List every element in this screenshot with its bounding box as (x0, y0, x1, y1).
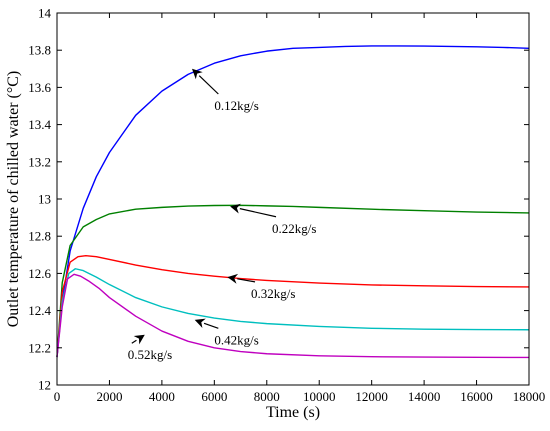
x-tick-label: 8000 (254, 389, 280, 404)
annotation-label: 0.32kg/s (251, 286, 295, 301)
x-tick-label: 14000 (408, 389, 441, 404)
x-tick-label: 2000 (96, 389, 122, 404)
x-tick-label: 12000 (355, 389, 388, 404)
annotation-label: 0.12kg/s (214, 98, 258, 113)
series-line-0-22kg-s (56, 204, 530, 358)
annotation-arrow-head (192, 68, 203, 80)
x-axis-title: Time (s) (266, 404, 320, 421)
y-tick-label: 13.6 (28, 80, 51, 95)
series-layer (56, 45, 530, 359)
y-tick-label: 12.8 (28, 229, 51, 244)
y-tick-label: 13.2 (28, 154, 51, 169)
x-tick-label: 10000 (303, 389, 336, 404)
y-tick-label: 12.6 (28, 266, 51, 281)
annotation-arrow-shaft (131, 339, 137, 344)
y-tick-label: 12.4 (28, 303, 51, 318)
series-line-0-52kg-s (56, 273, 530, 359)
x-tick-label: 6000 (201, 389, 227, 404)
annotation-arrow-shaft (239, 208, 277, 218)
x-tick-label: 0 (54, 389, 61, 404)
y-tick-label: 14 (38, 6, 52, 21)
annotation-label: 0.42kg/s (214, 332, 258, 347)
annotation-arrow-shaft (203, 322, 219, 329)
series-line-0-12kg-s (56, 45, 530, 358)
annotation-arrow-shaft (198, 75, 219, 95)
annotation-label: 0.22kg/s (272, 221, 316, 236)
annotation-arrow-head (194, 318, 206, 328)
y-tick-label: 13.8 (28, 43, 51, 58)
y-axis-title: Outlet temperature of chilled water (°C) (5, 71, 22, 328)
y-tick-label: 12.2 (28, 340, 51, 355)
series-line-0-32kg-s (56, 255, 530, 358)
x-tick-label: 4000 (149, 389, 175, 404)
annotation-arrow-shaft (237, 278, 256, 283)
x-tick-label: 18000 (513, 389, 546, 404)
y-tick-label: 12 (38, 378, 51, 393)
y-tick-label: 13.4 (28, 117, 51, 132)
series-line-0-42kg-s (56, 268, 530, 358)
annotation-layer: 0.12kg/s 0.22kg/s 0.32kg/s 0.42kg/s 0.52kg/s (128, 68, 316, 362)
tick-layer: 0 2000 4000 6000 8000 10000 12000 14000 16000 180… (28, 6, 545, 405)
annotation-label: 0.52kg/s (128, 347, 172, 362)
annotation-arrow-head (133, 334, 145, 345)
x-tick-label: 16000 (460, 389, 493, 404)
y-tick-label: 13 (38, 192, 51, 207)
annotation-arrow-head (227, 273, 239, 284)
annotation-arrow-head (230, 203, 241, 214)
